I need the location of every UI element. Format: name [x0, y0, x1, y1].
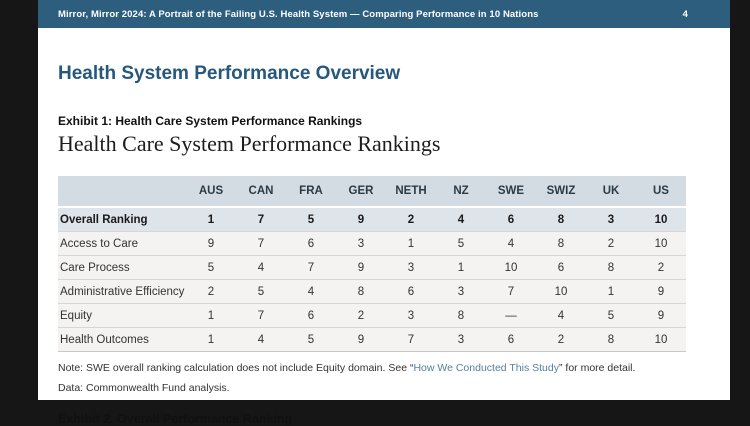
rank-cell: 8: [586, 327, 636, 352]
rank-cell: 10: [636, 327, 686, 352]
rank-cell: 2: [186, 279, 236, 304]
report-header-bar: Mirror, Mirror 2024: A Portrait of the F…: [38, 0, 730, 28]
column-header-can: CAN: [236, 176, 286, 208]
rank-cell: 5: [286, 327, 336, 352]
exhibit1-title: Health Care System Performance Rankings: [58, 131, 441, 156]
rank-cell: 1: [586, 279, 636, 304]
column-header-blank: [58, 176, 186, 208]
rank-cell: 4: [286, 279, 336, 304]
rank-cell: 8: [586, 255, 636, 280]
exhibit2-label: Exhibit 2. Overall Performance Ranking: [58, 412, 293, 426]
column-header-uk: UK: [586, 176, 636, 208]
rank-cell: —: [486, 303, 536, 328]
column-header-swiz: SWIZ: [536, 176, 586, 208]
rank-cell: 7: [236, 303, 286, 328]
rank-cell: 3: [386, 303, 436, 328]
rank-cell: 10: [636, 231, 686, 256]
page-content: Health System Performance Overview Exhib…: [38, 63, 730, 426]
table-note: Note: SWE overall ranking calculation do…: [58, 362, 706, 374]
rank-cell: 1: [386, 231, 436, 256]
column-header-fra: FRA: [286, 176, 336, 208]
rank-cell: 1: [436, 255, 486, 280]
rank-cell: 10: [536, 279, 586, 304]
rank-cell: 9: [636, 303, 686, 328]
table-row: Administrative Efficiency 2 5 4 8 6 3 7 10 1 9: [58, 279, 686, 304]
rank-cell: 4: [486, 231, 536, 256]
data-source-line: Data: Commonwealth Fund analysis.: [58, 382, 230, 394]
rank-cell: 5: [436, 231, 486, 256]
rank-cell: 2: [386, 206, 436, 232]
rank-cell: 7: [236, 206, 286, 232]
rank-cell: 10: [636, 206, 686, 232]
rank-cell: 8: [536, 206, 586, 232]
row-label: Care Process: [58, 255, 186, 280]
table-row: Care Process 5 4 7 9 3 1 10 6 8 2: [58, 255, 686, 280]
rank-cell: 8: [336, 279, 386, 304]
rank-cell: 6: [386, 279, 436, 304]
column-header-aus: AUS: [186, 176, 236, 208]
rankings-table-header: AUS CAN FRA GER NETH NZ SWE SWIZ UK US: [58, 176, 686, 208]
rank-cell: 5: [236, 279, 286, 304]
rank-cell: 3: [436, 327, 486, 352]
report-page: Mirror, Mirror 2024: A Portrait of the F…: [38, 0, 730, 426]
rank-cell: 9: [636, 279, 686, 304]
rank-cell: 6: [286, 303, 336, 328]
rank-cell: 3: [386, 255, 436, 280]
rankings-table: AUS CAN FRA GER NETH NZ SWE SWIZ UK US Overall Ra…: [58, 176, 686, 352]
row-label: Equity: [58, 303, 186, 328]
rank-cell: 9: [186, 231, 236, 256]
rank-cell: 1: [186, 303, 236, 328]
row-label: Health Outcomes: [58, 327, 186, 352]
rank-cell: 10: [486, 255, 536, 280]
rank-cell: 4: [236, 255, 286, 280]
rank-cell: 6: [486, 206, 536, 232]
row-label: Administrative Efficiency: [58, 279, 186, 304]
rank-cell: 9: [336, 255, 386, 280]
exhibit1-label: Exhibit 1: Health Care System Performanc…: [58, 114, 363, 128]
table-row: Health Outcomes 1 4 5 9 7 3 6 2 8 10: [58, 327, 686, 352]
table-row: Access to Care 9 7 6 3 1 5 4 8 2 10: [58, 231, 686, 256]
column-header-nz: NZ: [436, 176, 486, 208]
rank-cell: 5: [586, 303, 636, 328]
rank-cell: 9: [336, 327, 386, 352]
column-header-neth: NETH: [386, 176, 436, 208]
rank-cell: 3: [586, 206, 636, 232]
note-text-prefix: Note: SWE overall ranking calculation do…: [58, 362, 414, 374]
rank-cell: 8: [536, 231, 586, 256]
rank-cell: 5: [286, 206, 336, 232]
rank-cell: 6: [536, 255, 586, 280]
column-header-us: US: [636, 176, 686, 208]
rank-cell: 8: [436, 303, 486, 328]
rank-cell: 5: [186, 255, 236, 280]
rank-cell: 7: [286, 255, 336, 280]
rank-cell: 7: [386, 327, 436, 352]
rank-cell: 3: [336, 231, 386, 256]
rank-cell: 2: [536, 327, 586, 352]
rank-cell: 2: [636, 255, 686, 280]
row-label: Overall Ranking: [58, 206, 186, 232]
rank-cell: 6: [286, 231, 336, 256]
rank-cell: 6: [486, 327, 536, 352]
rank-cell: 1: [186, 206, 236, 232]
page-number: 4: [682, 8, 688, 20]
table-row: Overall Ranking 1 7 5 9 2 4 6 8 3 10: [58, 206, 686, 232]
rank-cell: 7: [236, 231, 286, 256]
how-we-conducted-link[interactable]: How We Conducted This Study: [413, 362, 559, 374]
rank-cell: 2: [336, 303, 386, 328]
column-header-swe: SWE: [486, 176, 536, 208]
rank-cell: 4: [236, 327, 286, 352]
note-text-suffix: ” for more detail.: [558, 362, 636, 374]
report-title: Mirror, Mirror 2024: A Portrait of the F…: [58, 8, 539, 20]
rank-cell: 3: [436, 279, 486, 304]
rank-cell: 9: [336, 206, 386, 232]
rank-cell: 2: [586, 231, 636, 256]
page-title: Health System Performance Overview: [58, 63, 401, 84]
rank-cell: 4: [536, 303, 586, 328]
row-label: Access to Care: [58, 231, 186, 256]
rank-cell: 7: [486, 279, 536, 304]
column-header-ger: GER: [336, 176, 386, 208]
rank-cell: 1: [186, 327, 236, 352]
table-row: Equity 1 7 6 2 3 8—4 5 9: [58, 303, 686, 328]
rank-cell: 4: [436, 206, 486, 232]
